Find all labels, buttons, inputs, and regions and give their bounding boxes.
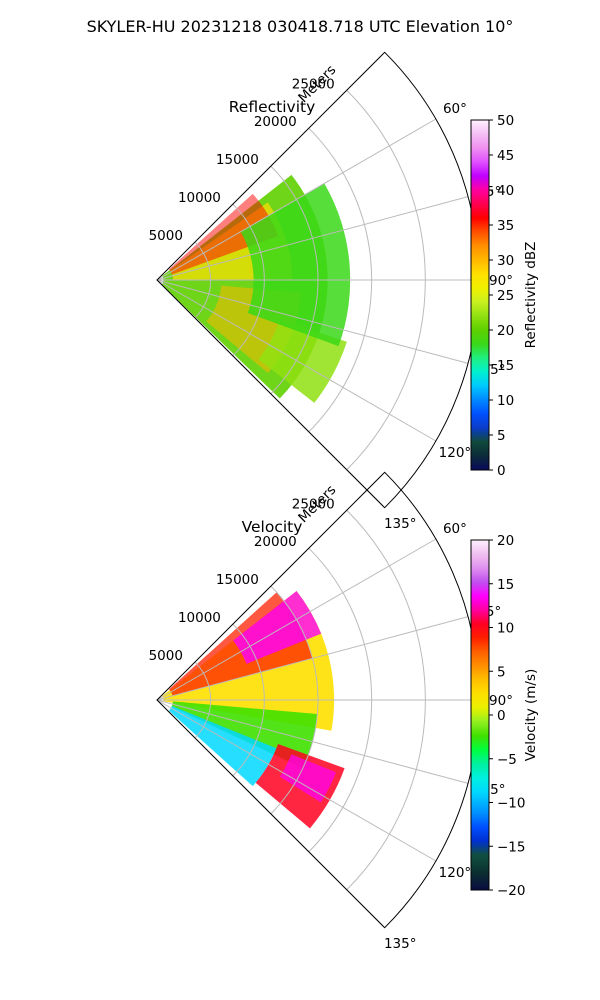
- data-field: [161, 174, 351, 403]
- colorbar-tick-label: 40: [497, 183, 514, 199]
- colorbar-tick-label: −20: [497, 883, 526, 899]
- colorbar-label: Velocity (m/s): [523, 669, 539, 762]
- colorbar-tick-label: 15: [497, 577, 514, 593]
- colorbar-tick-label: 5: [497, 664, 506, 680]
- angle-tick-label: 90°: [489, 693, 513, 709]
- grid-radial-1: [156, 196, 469, 281]
- colorbar-tick-label: 25: [497, 288, 514, 304]
- panel-title: Reflectivity: [229, 98, 316, 116]
- radial-tick-label: 15000: [216, 152, 259, 168]
- data-region-5: [240, 183, 351, 347]
- figure-suptitle: SKYLER-HU 20231218 030418.718 UTC Elevat…: [87, 17, 514, 36]
- colorbar-tick-label: 30: [497, 253, 514, 269]
- colorbar-tick-label: 10: [497, 393, 514, 409]
- panel-reflectivity: Reflectivity60°75°90°105°120°135°5000100…: [149, 51, 539, 532]
- angle-tick-label: 135°: [384, 516, 417, 532]
- angle-tick-label: 60°: [443, 521, 467, 537]
- angle-tick-label: 120°: [439, 445, 472, 461]
- radial-tick-label: 15000: [216, 572, 259, 588]
- data-region-2: [233, 590, 322, 664]
- data-region-4: [168, 706, 277, 787]
- grid-radial-3: [156, 699, 469, 784]
- colorbar-tick-label: −10: [497, 796, 526, 812]
- colorbar-tick-label: −5: [497, 752, 517, 768]
- radial-tick-label: 20000: [254, 534, 297, 550]
- colorbar-tick-label: −15: [497, 839, 526, 855]
- radial-tick-label: 5000: [149, 228, 183, 244]
- colorbar-tick-label: 20: [497, 533, 514, 549]
- colorbar: [470, 539, 490, 891]
- grid-radial-4: [156, 699, 437, 862]
- colorbar: [470, 119, 490, 471]
- data-region-6: [279, 754, 337, 803]
- grid-radial-0: [156, 538, 437, 701]
- colorbar-tick-label: 0: [497, 463, 506, 479]
- panel-velocity: Velocity60°75°90°105°120°135°50001000015…: [149, 471, 539, 952]
- angle-tick-label: 90°: [489, 273, 513, 289]
- angle-tick-label: 60°: [443, 101, 467, 117]
- grid-radial-0: [156, 118, 437, 281]
- colorbar-label: Reflectivity dBZ: [523, 242, 539, 349]
- colorbar-tick-label: 20: [497, 323, 514, 339]
- radial-tick-label: 10000: [178, 610, 221, 626]
- radial-tick-label: 10000: [178, 190, 221, 206]
- angle-tick-label: 120°: [439, 865, 472, 881]
- radial-tick-label: 5000: [149, 648, 183, 664]
- colorbar-tick-label: 35: [497, 218, 514, 234]
- colorbar-tick-label: 5: [497, 428, 506, 444]
- colorbar-tick-label: 15: [497, 358, 514, 374]
- grid-radial-4: [156, 279, 437, 442]
- angle-tick-label: 135°: [384, 936, 417, 952]
- colorbar-tick-label: 45: [497, 148, 514, 164]
- colorbar-tick-label: 50: [497, 113, 514, 129]
- colorbar-tick-label: 0: [497, 708, 506, 724]
- panel-title: Velocity: [242, 518, 303, 536]
- radial-tick-label: 20000: [254, 114, 297, 130]
- data-region-3: [168, 193, 279, 275]
- radial-tick-label: 25000: [292, 76, 335, 92]
- colorbar-tick-label: 10: [497, 621, 514, 637]
- radial-tick-label: 25000: [292, 496, 335, 512]
- grid-radial-3: [156, 279, 469, 364]
- grid-radial-1: [156, 616, 469, 701]
